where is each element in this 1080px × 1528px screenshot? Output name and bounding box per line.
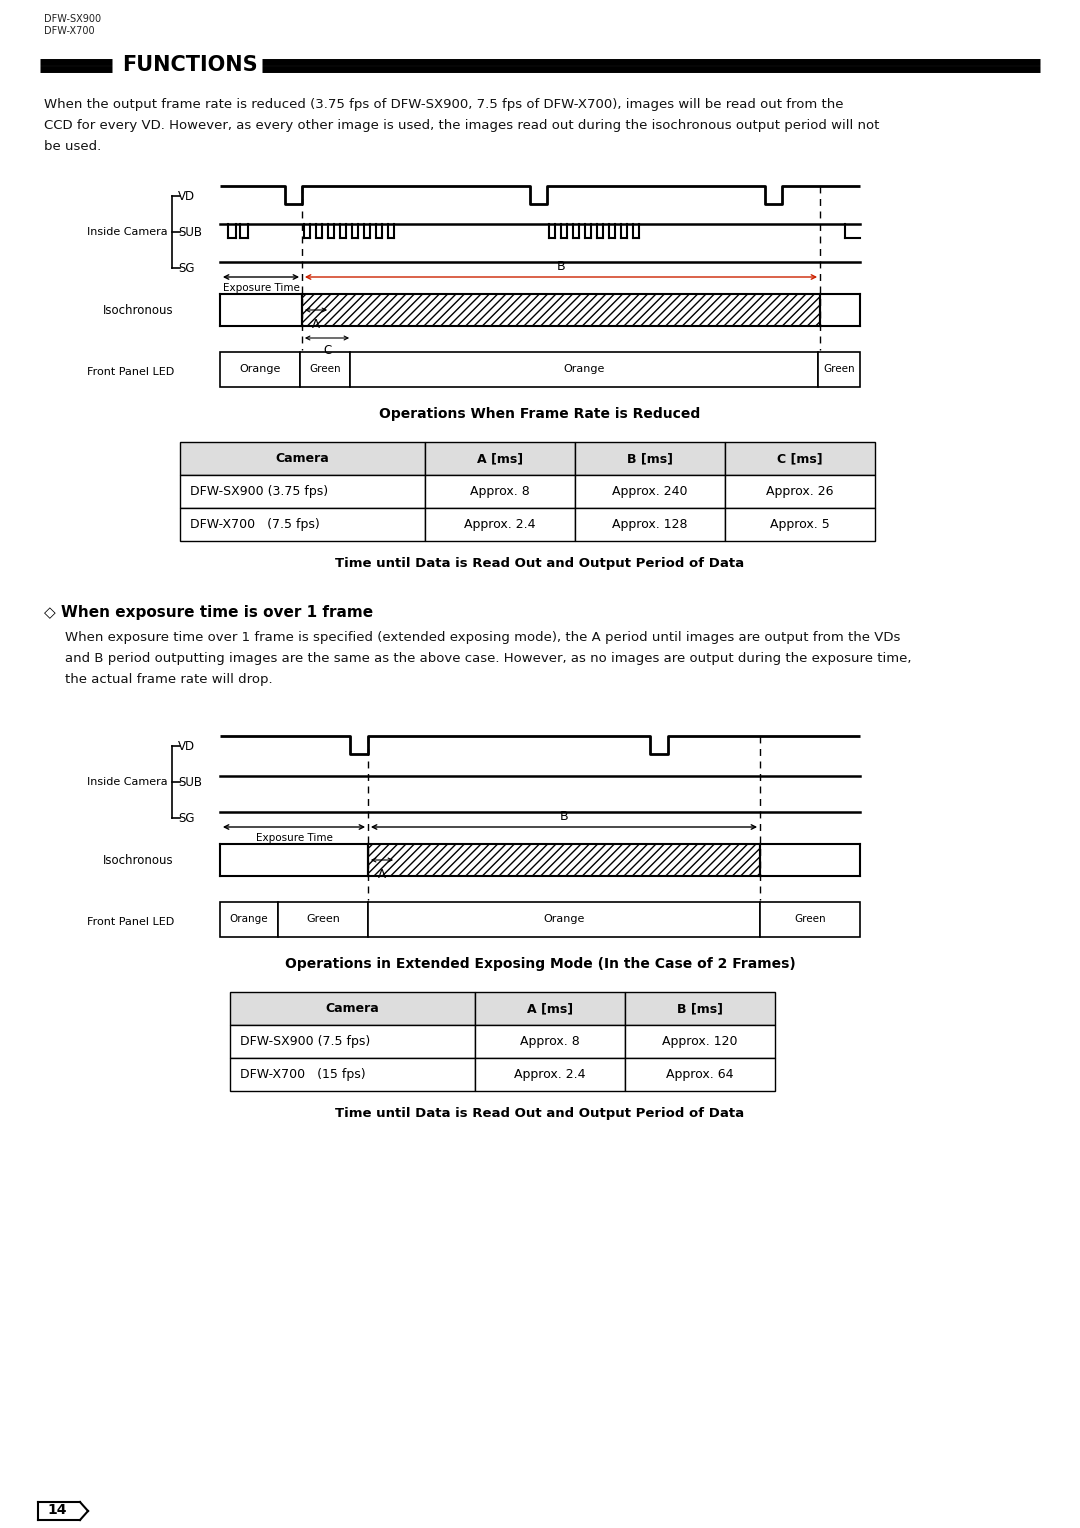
- Text: SG: SG: [178, 261, 194, 275]
- Text: DFW-X700: DFW-X700: [44, 26, 95, 37]
- Text: B [ms]: B [ms]: [627, 452, 673, 465]
- Text: Green: Green: [823, 365, 854, 374]
- Text: When the output frame rate is reduced (3.75 fps of DFW-SX900, 7.5 fps of DFW-X70: When the output frame rate is reduced (3…: [44, 98, 843, 112]
- Bar: [475, 1025, 625, 1057]
- Bar: [180, 507, 426, 541]
- Text: FUNCTIONS: FUNCTIONS: [122, 55, 258, 75]
- Text: Front Panel LED: Front Panel LED: [86, 367, 174, 377]
- Bar: [426, 442, 575, 475]
- Text: DFW-SX900: DFW-SX900: [44, 14, 102, 24]
- Text: Orange: Orange: [240, 365, 281, 374]
- Text: SG: SG: [178, 811, 194, 825]
- Text: Approx. 128: Approx. 128: [612, 518, 688, 532]
- Bar: [575, 507, 725, 541]
- Text: Approx. 8: Approx. 8: [470, 484, 530, 498]
- Text: VD: VD: [178, 189, 195, 203]
- Bar: [230, 992, 475, 1025]
- Text: DFW-X700   (7.5 fps): DFW-X700 (7.5 fps): [190, 518, 320, 532]
- Bar: [302, 293, 820, 325]
- Bar: [818, 351, 860, 387]
- Bar: [220, 351, 300, 387]
- Text: B [ms]: B [ms]: [677, 1002, 723, 1015]
- Bar: [625, 1025, 775, 1057]
- Text: Front Panel LED: Front Panel LED: [86, 917, 174, 927]
- Text: DFW-SX900 (7.5 fps): DFW-SX900 (7.5 fps): [240, 1034, 370, 1048]
- Text: B: B: [556, 260, 565, 272]
- Bar: [230, 1057, 475, 1091]
- Text: A: A: [378, 868, 386, 880]
- Bar: [760, 902, 860, 937]
- Text: Orange: Orange: [230, 914, 268, 924]
- Text: Isochronous: Isochronous: [104, 854, 174, 866]
- Text: Green: Green: [794, 914, 826, 924]
- Bar: [575, 442, 725, 475]
- Text: DFW-SX900 (3.75 fps): DFW-SX900 (3.75 fps): [190, 484, 328, 498]
- Text: A: A: [312, 318, 320, 330]
- Text: Approx. 120: Approx. 120: [662, 1034, 738, 1048]
- Text: Isochronous: Isochronous: [104, 304, 174, 316]
- Text: Operations in Extended Exposing Mode (In the Case of 2 Frames): Operations in Extended Exposing Mode (In…: [285, 957, 795, 970]
- Bar: [725, 442, 875, 475]
- Text: Approx. 2.4: Approx. 2.4: [514, 1068, 585, 1080]
- Text: the actual frame rate will drop.: the actual frame rate will drop.: [65, 672, 272, 686]
- Text: Approx. 26: Approx. 26: [766, 484, 834, 498]
- Text: Approx. 5: Approx. 5: [770, 518, 829, 532]
- Text: Green: Green: [309, 365, 341, 374]
- Bar: [230, 1025, 475, 1057]
- Text: Exposure Time: Exposure Time: [222, 283, 299, 293]
- Text: A [ms]: A [ms]: [477, 452, 523, 465]
- Text: DFW-X700   (15 fps): DFW-X700 (15 fps): [240, 1068, 366, 1080]
- Text: Time until Data is Read Out and Output Period of Data: Time until Data is Read Out and Output P…: [336, 556, 744, 570]
- Text: and B period outputting images are the same as the above case. However, as no im: and B period outputting images are the s…: [65, 652, 912, 665]
- Text: SUB: SUB: [178, 776, 202, 788]
- Bar: [426, 475, 575, 507]
- Text: C [ms]: C [ms]: [778, 452, 823, 465]
- Bar: [426, 507, 575, 541]
- Text: 14: 14: [48, 1504, 67, 1517]
- Text: Orange: Orange: [543, 914, 584, 924]
- Text: B: B: [559, 810, 568, 822]
- Text: Approx. 240: Approx. 240: [612, 484, 688, 498]
- Text: Inside Camera: Inside Camera: [87, 228, 168, 237]
- Bar: [180, 442, 426, 475]
- Bar: [725, 475, 875, 507]
- Bar: [475, 1057, 625, 1091]
- Text: Orange: Orange: [564, 365, 605, 374]
- Bar: [625, 1057, 775, 1091]
- Bar: [475, 992, 625, 1025]
- Text: Approx. 64: Approx. 64: [666, 1068, 733, 1080]
- Text: Exposure Time: Exposure Time: [256, 833, 333, 843]
- Text: Inside Camera: Inside Camera: [87, 778, 168, 787]
- Bar: [575, 475, 725, 507]
- Bar: [300, 351, 350, 387]
- Bar: [725, 507, 875, 541]
- Text: ◇ When exposure time is over 1 frame: ◇ When exposure time is over 1 frame: [44, 605, 373, 620]
- Bar: [220, 902, 278, 937]
- Text: VD: VD: [178, 740, 195, 752]
- Bar: [180, 475, 426, 507]
- Bar: [278, 902, 368, 937]
- Text: Green: Green: [306, 914, 340, 924]
- Bar: [368, 902, 760, 937]
- Text: Operations When Frame Rate is Reduced: Operations When Frame Rate is Reduced: [379, 406, 701, 422]
- Text: be used.: be used.: [44, 141, 102, 153]
- Text: Approx. 2.4: Approx. 2.4: [464, 518, 536, 532]
- Bar: [625, 992, 775, 1025]
- Text: Approx. 8: Approx. 8: [521, 1034, 580, 1048]
- Text: SUB: SUB: [178, 226, 202, 238]
- Text: Time until Data is Read Out and Output Period of Data: Time until Data is Read Out and Output P…: [336, 1106, 744, 1120]
- Text: C: C: [323, 344, 332, 356]
- Bar: [368, 843, 760, 876]
- Text: A [ms]: A [ms]: [527, 1002, 573, 1015]
- Text: Camera: Camera: [326, 1002, 379, 1015]
- Text: When exposure time over 1 frame is specified (extended exposing mode), the A per: When exposure time over 1 frame is speci…: [65, 631, 901, 643]
- Bar: [350, 351, 818, 387]
- Text: Camera: Camera: [275, 452, 329, 465]
- Text: CCD for every VD. However, as every other image is used, the images read out dur: CCD for every VD. However, as every othe…: [44, 119, 879, 131]
